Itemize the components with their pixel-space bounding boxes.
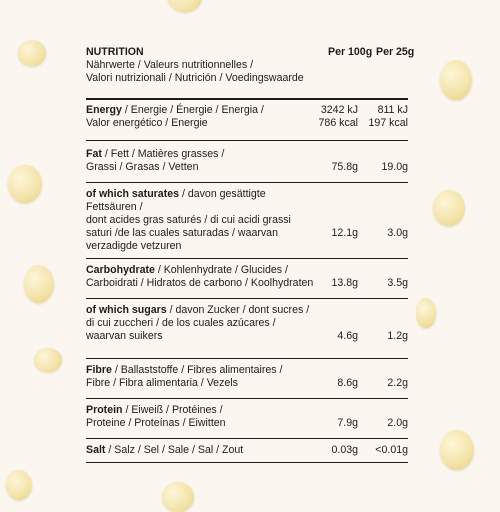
separator <box>86 358 408 359</box>
salt-per-100g: 0.03g <box>331 444 358 456</box>
protein-per-25g: 2.0g <box>387 417 408 429</box>
column-header-per-25g: Per 25g <box>376 46 415 58</box>
separator <box>86 140 408 141</box>
energy-kcal-per-100g: 786 kcal <box>318 117 358 129</box>
header-languages-line1: Nährwerte / Valeurs nutritionnelles / <box>86 59 254 71</box>
nut-decoration <box>24 265 54 303</box>
nut-decoration <box>6 470 32 500</box>
separator <box>86 298 408 299</box>
separator <box>86 438 408 439</box>
header-languages-line2: Valori nutrizionali / Nutrición / Voedin… <box>86 72 304 84</box>
carbohydrate-per-25g: 3.5g <box>387 277 408 289</box>
fat-per-25g: 19.0g <box>381 161 408 173</box>
column-header-per-100g: Per 100g <box>328 46 373 58</box>
nut-decoration <box>168 0 202 12</box>
nut-decoration <box>34 348 62 372</box>
fat-per-100g: 75.8g <box>331 161 358 173</box>
energy-kj-per-25g: 811 kJ <box>377 104 408 116</box>
separator <box>86 258 408 259</box>
saturates-per-100g: 12.1g <box>331 227 358 239</box>
nutrition-table: NUTRITION Nährwerte / Valeurs nutritionn… <box>76 36 416 476</box>
energy-kcal-per-25g: 197 kcal <box>368 117 408 129</box>
separator <box>86 182 408 183</box>
table-title: NUTRITION <box>86 46 144 58</box>
nut-decoration <box>440 60 472 100</box>
nut-decoration <box>162 482 194 512</box>
protein-per-100g: 7.9g <box>337 417 358 429</box>
separator <box>86 462 408 463</box>
separator <box>86 398 408 399</box>
nut-decoration <box>440 430 474 470</box>
energy-kj-per-100g: 3242 kJ <box>320 104 358 116</box>
fibre-per-25g: 2.2g <box>387 377 408 389</box>
nut-decoration <box>416 298 436 328</box>
nut-decoration <box>18 40 46 66</box>
fibre-per-100g: 8.6g <box>337 377 358 389</box>
nut-decoration <box>433 190 465 226</box>
saturates-per-25g: 3.0g <box>387 227 408 239</box>
sugars-per-25g: 1.2g <box>387 330 408 342</box>
carbohydrate-per-100g: 13.8g <box>331 277 358 289</box>
nut-decoration <box>8 165 42 203</box>
sugars-per-100g: 4.6g <box>337 330 358 342</box>
separator <box>86 98 408 100</box>
salt-per-25g: <0.01g <box>375 444 408 456</box>
